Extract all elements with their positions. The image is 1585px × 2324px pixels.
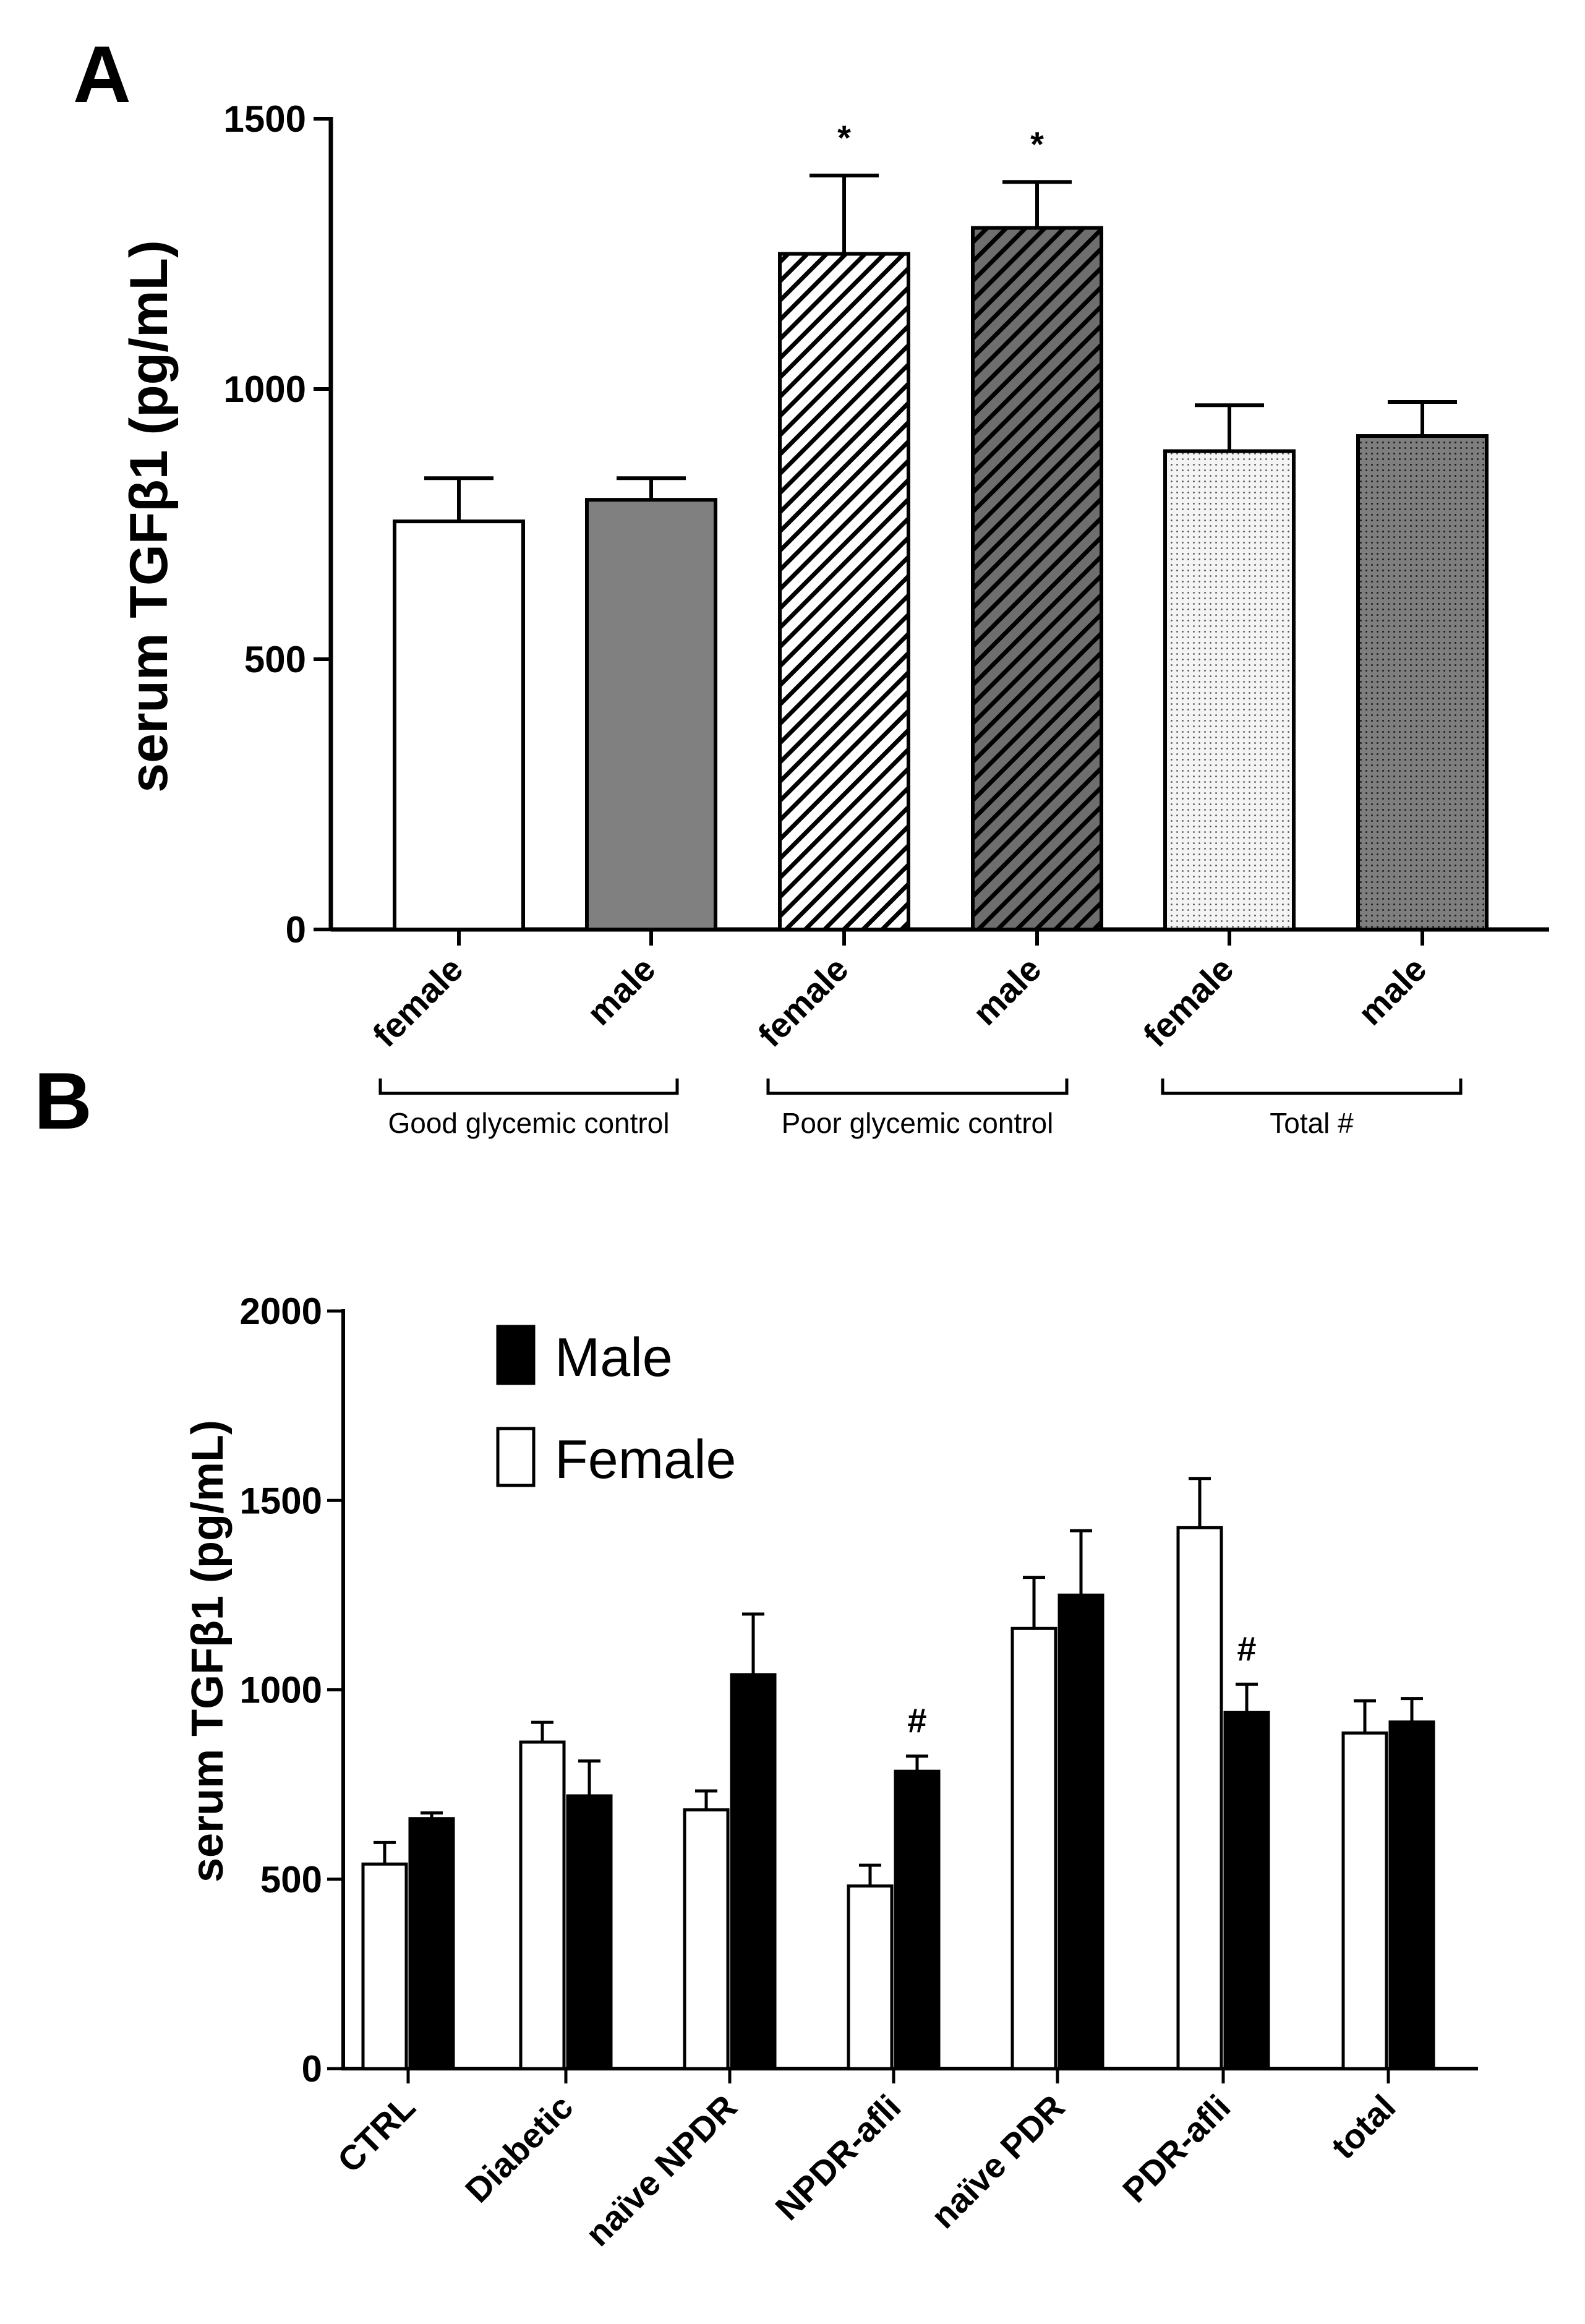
panel-a-bar — [971, 226, 1103, 932]
legend-swatch-female — [496, 1427, 536, 1487]
panel-b-y-tick-label: 0 — [302, 2048, 322, 2090]
panel-b-x-tick-label: naïve PDR — [923, 2087, 1072, 2236]
panel-b-bar-female — [519, 1740, 566, 2070]
panel-a-x-tick-label: male — [965, 949, 1049, 1033]
legend-label-female: Female — [555, 1429, 736, 1490]
panel-a-significance-marker: * — [1030, 124, 1044, 163]
panel-a-y-tick-label: 0 — [286, 909, 306, 951]
panel-a-x-tick-label: female — [365, 949, 470, 1054]
panel-a-group-label: Poor glycemic control — [782, 1107, 1054, 1139]
panel-b-y-axis-title: serum TGFβ1 (pg/mL) — [183, 1420, 233, 1882]
panel-b-y-tick-label: 500 — [260, 1859, 322, 1900]
panel-b-bar-male — [1223, 1711, 1270, 2070]
panel-b-significance-marker: # — [907, 1701, 926, 1740]
panel-b-bar-female — [1176, 1526, 1223, 2070]
panel-b-bar-male — [730, 1673, 777, 2070]
panel-a-bar — [778, 252, 910, 931]
panel-a-y-tick-label: 1000 — [224, 369, 306, 410]
panel-a-x-tick-label: female — [1135, 949, 1241, 1054]
panel-a-letter: A — [73, 29, 131, 119]
panel-b-bar-male — [894, 1769, 941, 2070]
legend-swatch-male — [496, 1325, 536, 1385]
panel-a-y-tick-label: 1500 — [224, 98, 306, 140]
panel-b-bar-male — [566, 1794, 613, 2070]
panel-a-bar — [1356, 434, 1489, 931]
panel-b-x-tick-label: PDR-afli — [1115, 2087, 1238, 2210]
panel-a-x-tick-label: male — [579, 949, 663, 1033]
panel-b-x-tick-label: NPDR-afli — [767, 2087, 908, 2228]
panel-b-bar-female — [1010, 1626, 1057, 2070]
panel-a-bar — [1163, 449, 1296, 931]
panel-b-bar-female — [683, 1808, 730, 2070]
panel-b-y-tick-label: 2000 — [240, 1291, 322, 1332]
panel-b-bar-female — [1341, 1731, 1388, 2070]
panel-b-bar-male — [1388, 1720, 1435, 2070]
panel-a-bar — [393, 519, 525, 931]
panel-b-bar-female — [361, 1862, 408, 2070]
panel-b-bar-female — [847, 1884, 894, 2070]
panel-b-x-tick-label: CTRL — [330, 2087, 422, 2180]
panel-a-x-tick-label: male — [1351, 949, 1434, 1033]
panel-a-bar — [585, 498, 717, 931]
panel-b-x-tick-label: Diabetic — [458, 2087, 581, 2210]
panel-a-plot: 0 500 1000 1500 female male * female * male female… — [224, 98, 1549, 1139]
panel-b-letter: B — [34, 1056, 92, 1146]
panel-b-y-tick-label: 1500 — [240, 1480, 322, 1521]
panel-b-x-tick-label: total — [1323, 2087, 1403, 2166]
panel-b-bar-male — [1057, 1593, 1104, 2070]
panel-b-significance-marker: # — [1237, 1629, 1256, 1668]
panel-b-x-tick-label: naïve NPDR — [578, 2087, 744, 2254]
panel-b-bar-male — [408, 1817, 455, 2070]
panel-a-significance-marker: * — [837, 118, 851, 157]
panel-a-group-bracket — [378, 1079, 679, 1095]
panel-a-y-tick-label: 500 — [244, 639, 306, 680]
panel-a-y-axis-title: serum TGFβ1 (pg/mL) — [119, 240, 179, 792]
legend-label-male: Male — [555, 1326, 673, 1388]
panel-a-group-label: Good glycemic control — [388, 1107, 669, 1139]
panel-a-group-bracket — [766, 1079, 1069, 1095]
panel-a-group-bracket — [1161, 1079, 1463, 1095]
panel-a-x-tick-label: female — [750, 949, 855, 1054]
panel-a-group-label: Total # — [1270, 1107, 1354, 1139]
panel-b-y-tick-label: 1000 — [240, 1670, 322, 1711]
